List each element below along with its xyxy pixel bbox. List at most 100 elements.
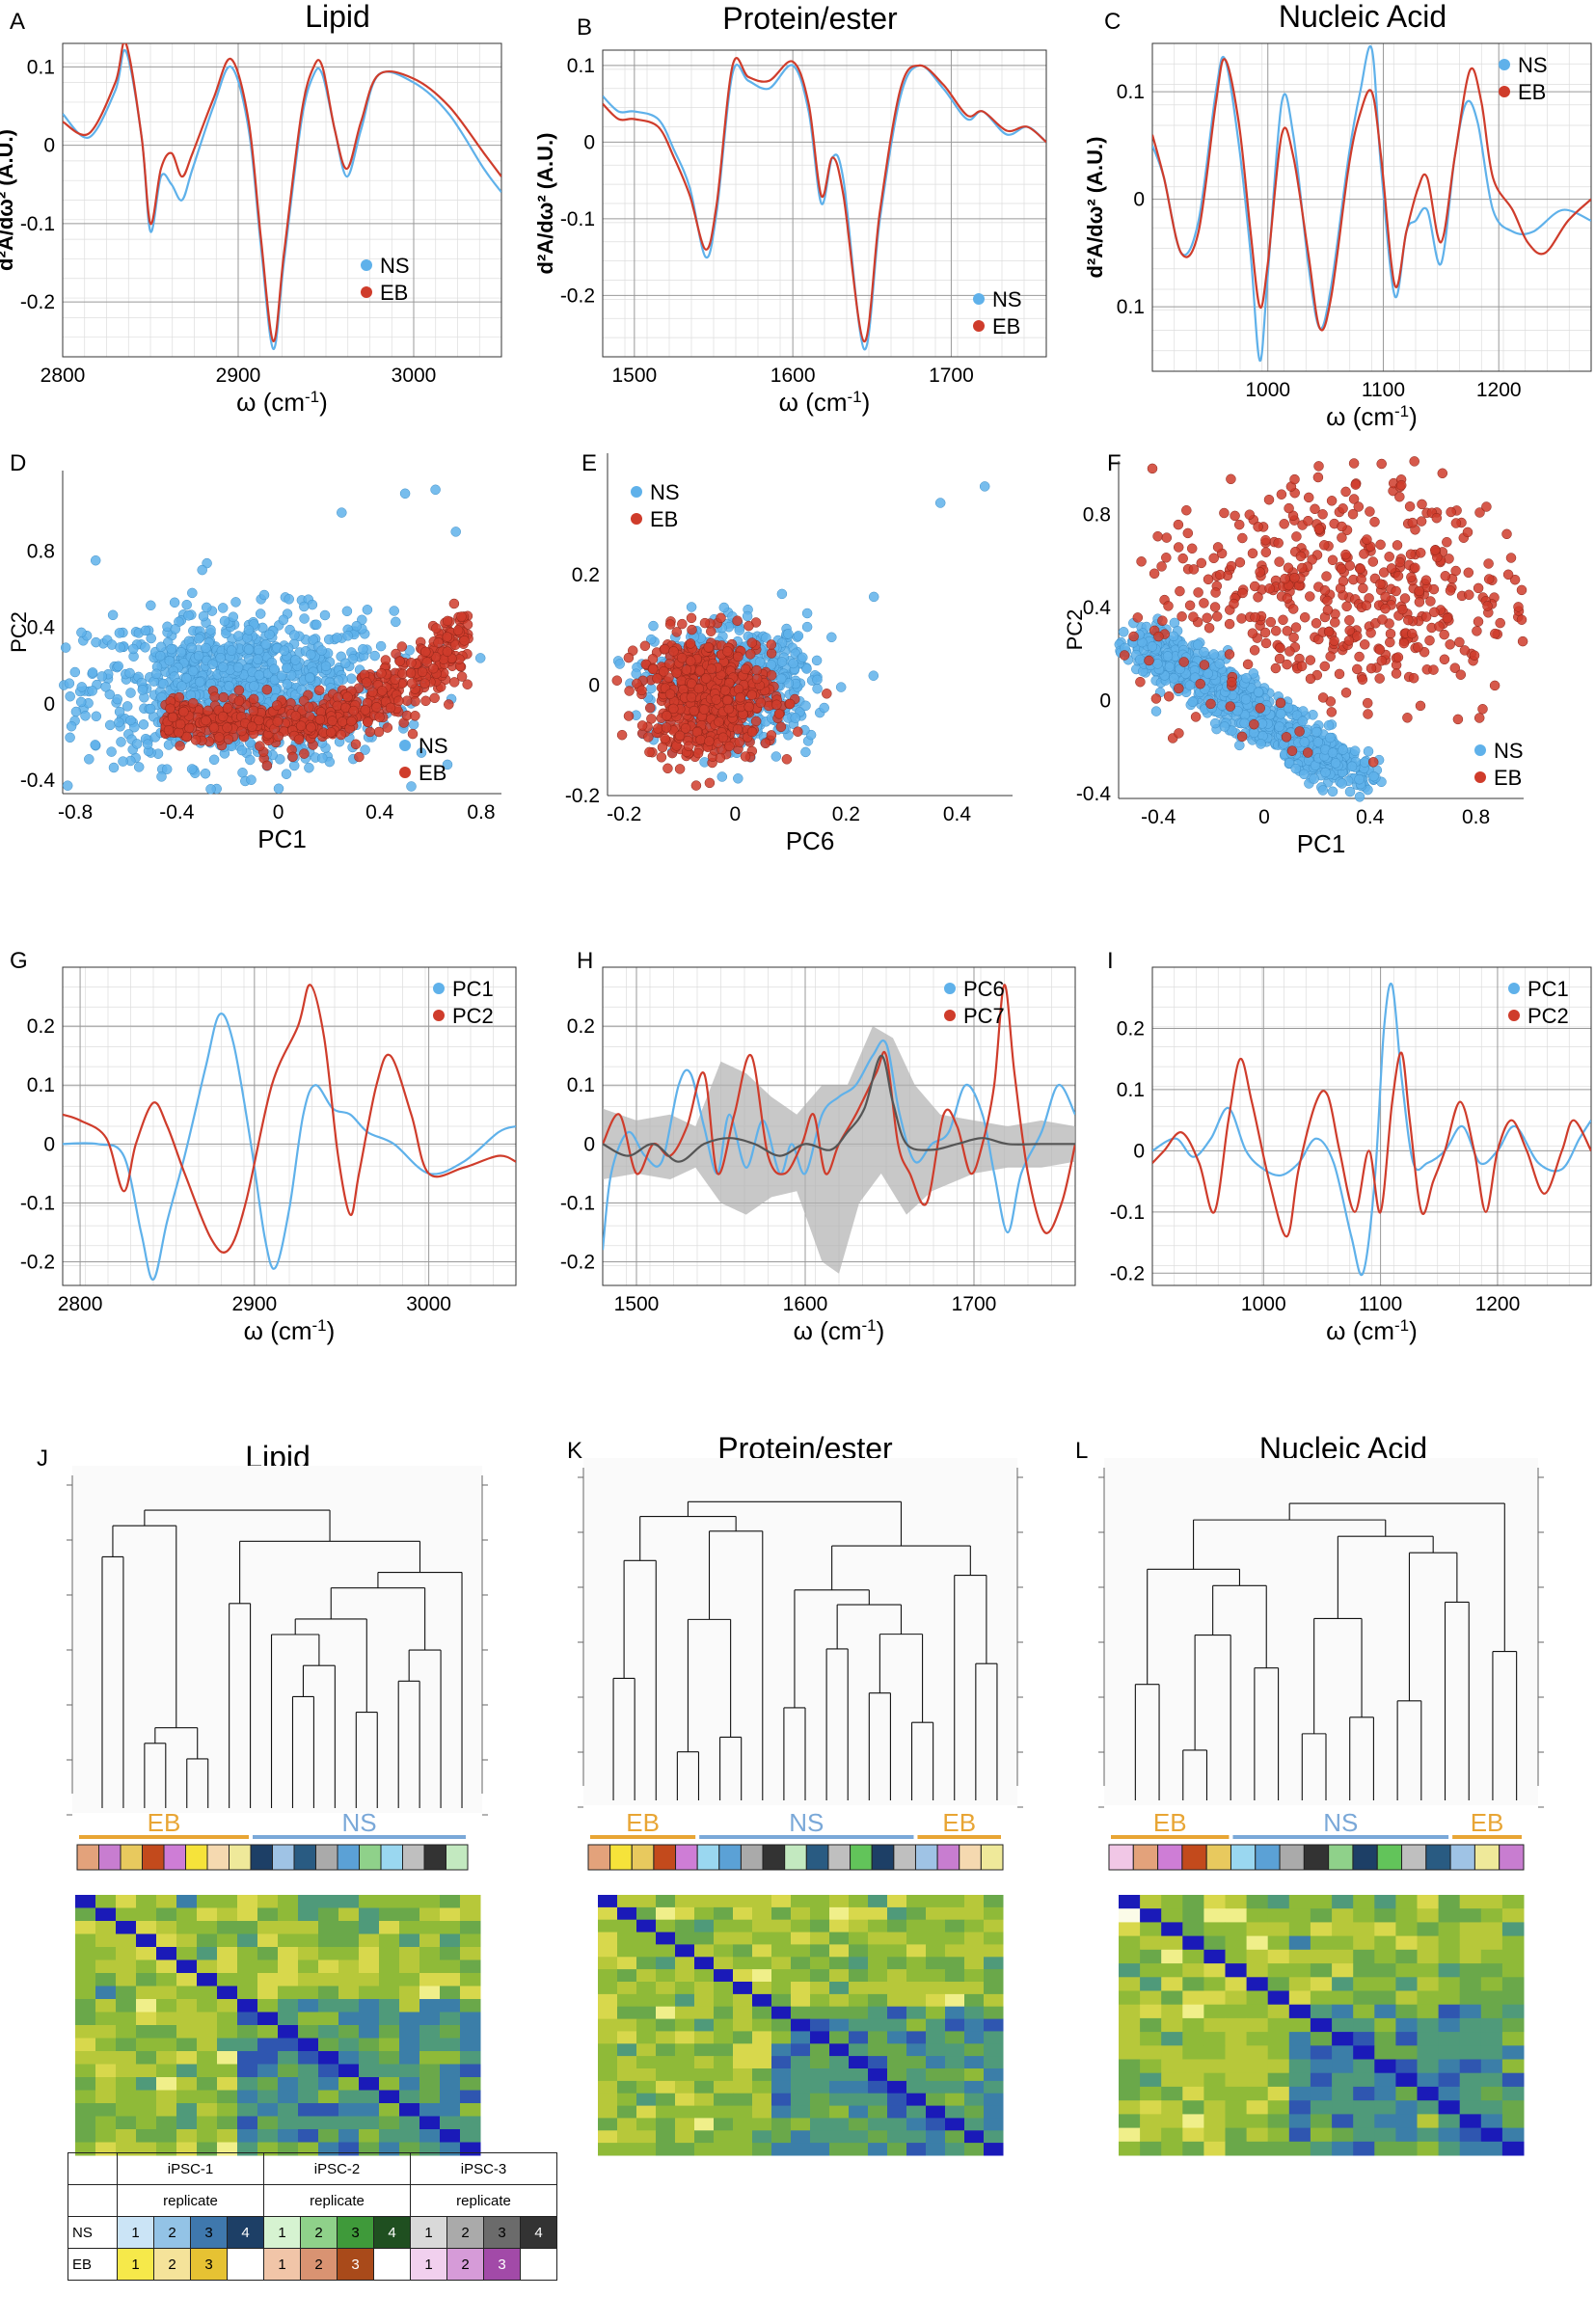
- data-point: [1204, 623, 1214, 633]
- data-point: [1435, 622, 1445, 632]
- data-point: [1157, 561, 1167, 571]
- data-point: [1275, 557, 1284, 567]
- data-point: [1502, 529, 1512, 539]
- data-point: [63, 781, 72, 791]
- heatmap-cell: [419, 2013, 441, 2026]
- data-point: [1328, 748, 1338, 758]
- heatmap-cell: [298, 1908, 319, 1922]
- heatmap-cell: [440, 1986, 461, 2000]
- heatmap-cell: [359, 1986, 380, 2000]
- heatmap-cell: [257, 1895, 279, 1908]
- heatmap-cell: [318, 1921, 339, 1934]
- legend-label-ns: NS: [380, 254, 410, 278]
- data-point: [1157, 616, 1167, 626]
- data-point: [822, 689, 831, 698]
- data-point: [744, 702, 754, 712]
- x-axis-label: ω (cm-1): [244, 1316, 336, 1345]
- data-point: [284, 594, 294, 604]
- data-point: [1418, 500, 1427, 509]
- heatmap-cell: [379, 1999, 400, 2013]
- data-point: [1464, 590, 1473, 600]
- heatmap-cell: [419, 1960, 441, 1974]
- data-point: [274, 784, 284, 794]
- legend-marker-ns: [1474, 744, 1486, 756]
- heatmap-cell: [217, 1921, 238, 1934]
- data-point: [65, 679, 74, 689]
- data-point: [1385, 637, 1394, 647]
- data-point: [247, 775, 257, 785]
- data-point: [625, 687, 635, 696]
- data-point: [741, 664, 750, 674]
- legend-label-ns: NS: [992, 287, 1022, 311]
- x-tick-label: -0.2: [607, 803, 641, 825]
- data-point: [261, 639, 271, 649]
- y-tick-label: 0.4: [27, 617, 56, 639]
- data-point: [1451, 519, 1461, 528]
- data-point: [363, 717, 372, 727]
- data-point: [361, 705, 370, 715]
- data-point: [105, 720, 115, 730]
- data-point: [662, 764, 672, 773]
- data-point: [220, 616, 230, 626]
- data-point: [139, 719, 149, 729]
- data-point: [245, 755, 255, 765]
- data-point: [223, 703, 232, 713]
- data-point: [1392, 669, 1401, 679]
- heatmap-cell: [379, 1895, 400, 1908]
- heatmap-cell: [257, 2013, 279, 2026]
- data-point: [1386, 629, 1395, 638]
- heatmap-cell: [379, 1947, 400, 1960]
- data-point: [1407, 629, 1417, 638]
- data-point: [1330, 636, 1339, 646]
- heatmap-cell: [278, 1973, 299, 1986]
- heatmap-cell: [338, 1895, 360, 1908]
- data-point: [203, 706, 213, 716]
- data-point: [1409, 673, 1419, 683]
- data-point: [1415, 597, 1424, 607]
- heatmap-cell: [75, 1999, 96, 2013]
- data-point: [1203, 613, 1212, 623]
- heatmap-cell: [379, 1934, 400, 1948]
- heatmap-cell: [440, 1895, 461, 1908]
- heatmap-cell: [156, 1973, 177, 1986]
- data-point: [1291, 531, 1301, 541]
- y-tick-label: -0.2: [560, 1252, 595, 1274]
- data-point: [1375, 645, 1385, 655]
- data-point: [1364, 746, 1373, 756]
- heatmap-cell: [257, 1960, 279, 1974]
- heatmap-cell: [176, 1934, 198, 1948]
- data-point: [386, 703, 395, 713]
- group-label-eb: EB: [148, 1808, 181, 1837]
- heatmap-cell: [460, 1986, 481, 2000]
- dendrogram-background: [72, 1466, 482, 1813]
- data-point: [1284, 503, 1294, 513]
- y-tick-label: -0.1: [20, 1192, 55, 1214]
- heatmap-cell: [75, 2013, 96, 2026]
- legend-marker-pc2: [433, 1010, 445, 1021]
- heatmap-cell: [399, 1999, 420, 2013]
- data-point: [712, 695, 721, 705]
- data-point: [1463, 527, 1473, 537]
- y-tick-label: 0.1: [27, 1074, 55, 1096]
- heatmap-cell: [197, 1986, 218, 2000]
- heatmap-cell: [298, 1986, 319, 2000]
- data-point: [288, 752, 298, 762]
- data-point: [201, 769, 210, 778]
- data-point: [1327, 707, 1337, 716]
- data-point: [334, 676, 343, 686]
- data-point: [333, 701, 342, 711]
- data-point: [1300, 738, 1310, 747]
- data-point: [1503, 570, 1513, 580]
- data-point: [733, 652, 743, 662]
- data-point: [198, 565, 207, 575]
- data-point: [1385, 552, 1394, 561]
- data-point: [1517, 615, 1527, 625]
- data-point: [771, 752, 781, 762]
- heatmap-cell: [460, 1960, 481, 1974]
- heatmap-cell: [460, 1999, 481, 2013]
- data-point: [1254, 592, 1263, 602]
- data-point: [367, 688, 377, 697]
- x-axis-label: ω (cm-1): [794, 1316, 885, 1345]
- heatmap-cell: [419, 1895, 441, 1908]
